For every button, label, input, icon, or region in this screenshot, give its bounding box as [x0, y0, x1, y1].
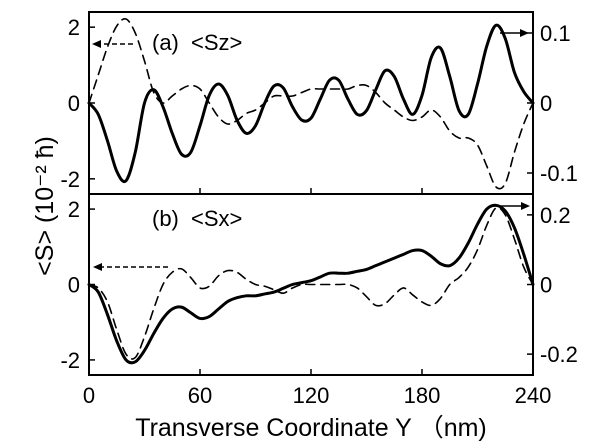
x-tick-label: 120 — [293, 383, 330, 408]
panel-b-right-y-tick-label: 0.2 — [540, 203, 571, 228]
panel-b-right-axis-arrow — [493, 202, 530, 210]
panel-b-right-axis-arrow-head — [521, 202, 530, 210]
panel-a-left-y-tick-label: 2 — [68, 15, 80, 40]
panel-b-label: (b) — [152, 206, 179, 231]
panel-a-right-y-tick-label: -0.1 — [540, 161, 578, 186]
panel-b-right-y-tick-label: -0.2 — [540, 342, 578, 367]
panel-b: -2 0 2 -0.2 0 0.2 — [60, 193, 578, 376]
panel-b-quantity: <Sx> — [191, 206, 242, 231]
panel-b-left-y-tick-label: 0 — [68, 273, 80, 298]
panel-a-quantity: <Sz> — [191, 30, 242, 55]
panels: -202-0.100.1-202-0.200.20 60 120 180 240 — [60, 11, 578, 408]
panel-a-right-y-tick-label: 0 — [540, 91, 552, 116]
panel-a: -2 0 2 -0.1 0 0.1 — [60, 11, 578, 195]
panel-b-left-y-tick-label: 2 — [68, 197, 80, 222]
y-axis-title: <S> (10⁻² ħ) — [31, 136, 59, 276]
panel-b-left-axis-arrow — [93, 263, 168, 271]
panel-b-series-dashed-line — [88, 206, 534, 360]
panel-a-left-axis-arrow-head — [92, 40, 101, 48]
x-tick-label: 240 — [515, 383, 552, 408]
x-axis-title: Transverse Coordinate Y （nm) — [135, 414, 487, 442]
panel-a-right-axis-arrow — [500, 29, 529, 37]
panel-a-left-y-tick-label: 0 — [68, 91, 80, 116]
x-tick-label: 180 — [404, 383, 441, 408]
panel-b-right-y-tick-label: 0 — [540, 273, 552, 298]
panel-a-right-y-tick-label: 0.1 — [540, 21, 571, 46]
panel-b-left-axis-arrow-head — [93, 263, 102, 271]
panel-a-left-axis-arrow — [92, 40, 133, 48]
panel-a-series-solid-line — [87, 23, 535, 184]
panel-a-series-dashed-line — [88, 17, 534, 190]
x-tick-label: 0 — [83, 383, 95, 408]
panel-a-right-axis-arrow-head — [520, 29, 529, 37]
panel-b-left-y-tick-label: -2 — [60, 348, 80, 373]
panel-a-label: (a) — [152, 30, 179, 55]
panel-b-series-solid-line — [87, 203, 535, 365]
x-tick-label: 60 — [188, 383, 212, 408]
panel-a-left-y-tick-label: -2 — [60, 167, 80, 192]
